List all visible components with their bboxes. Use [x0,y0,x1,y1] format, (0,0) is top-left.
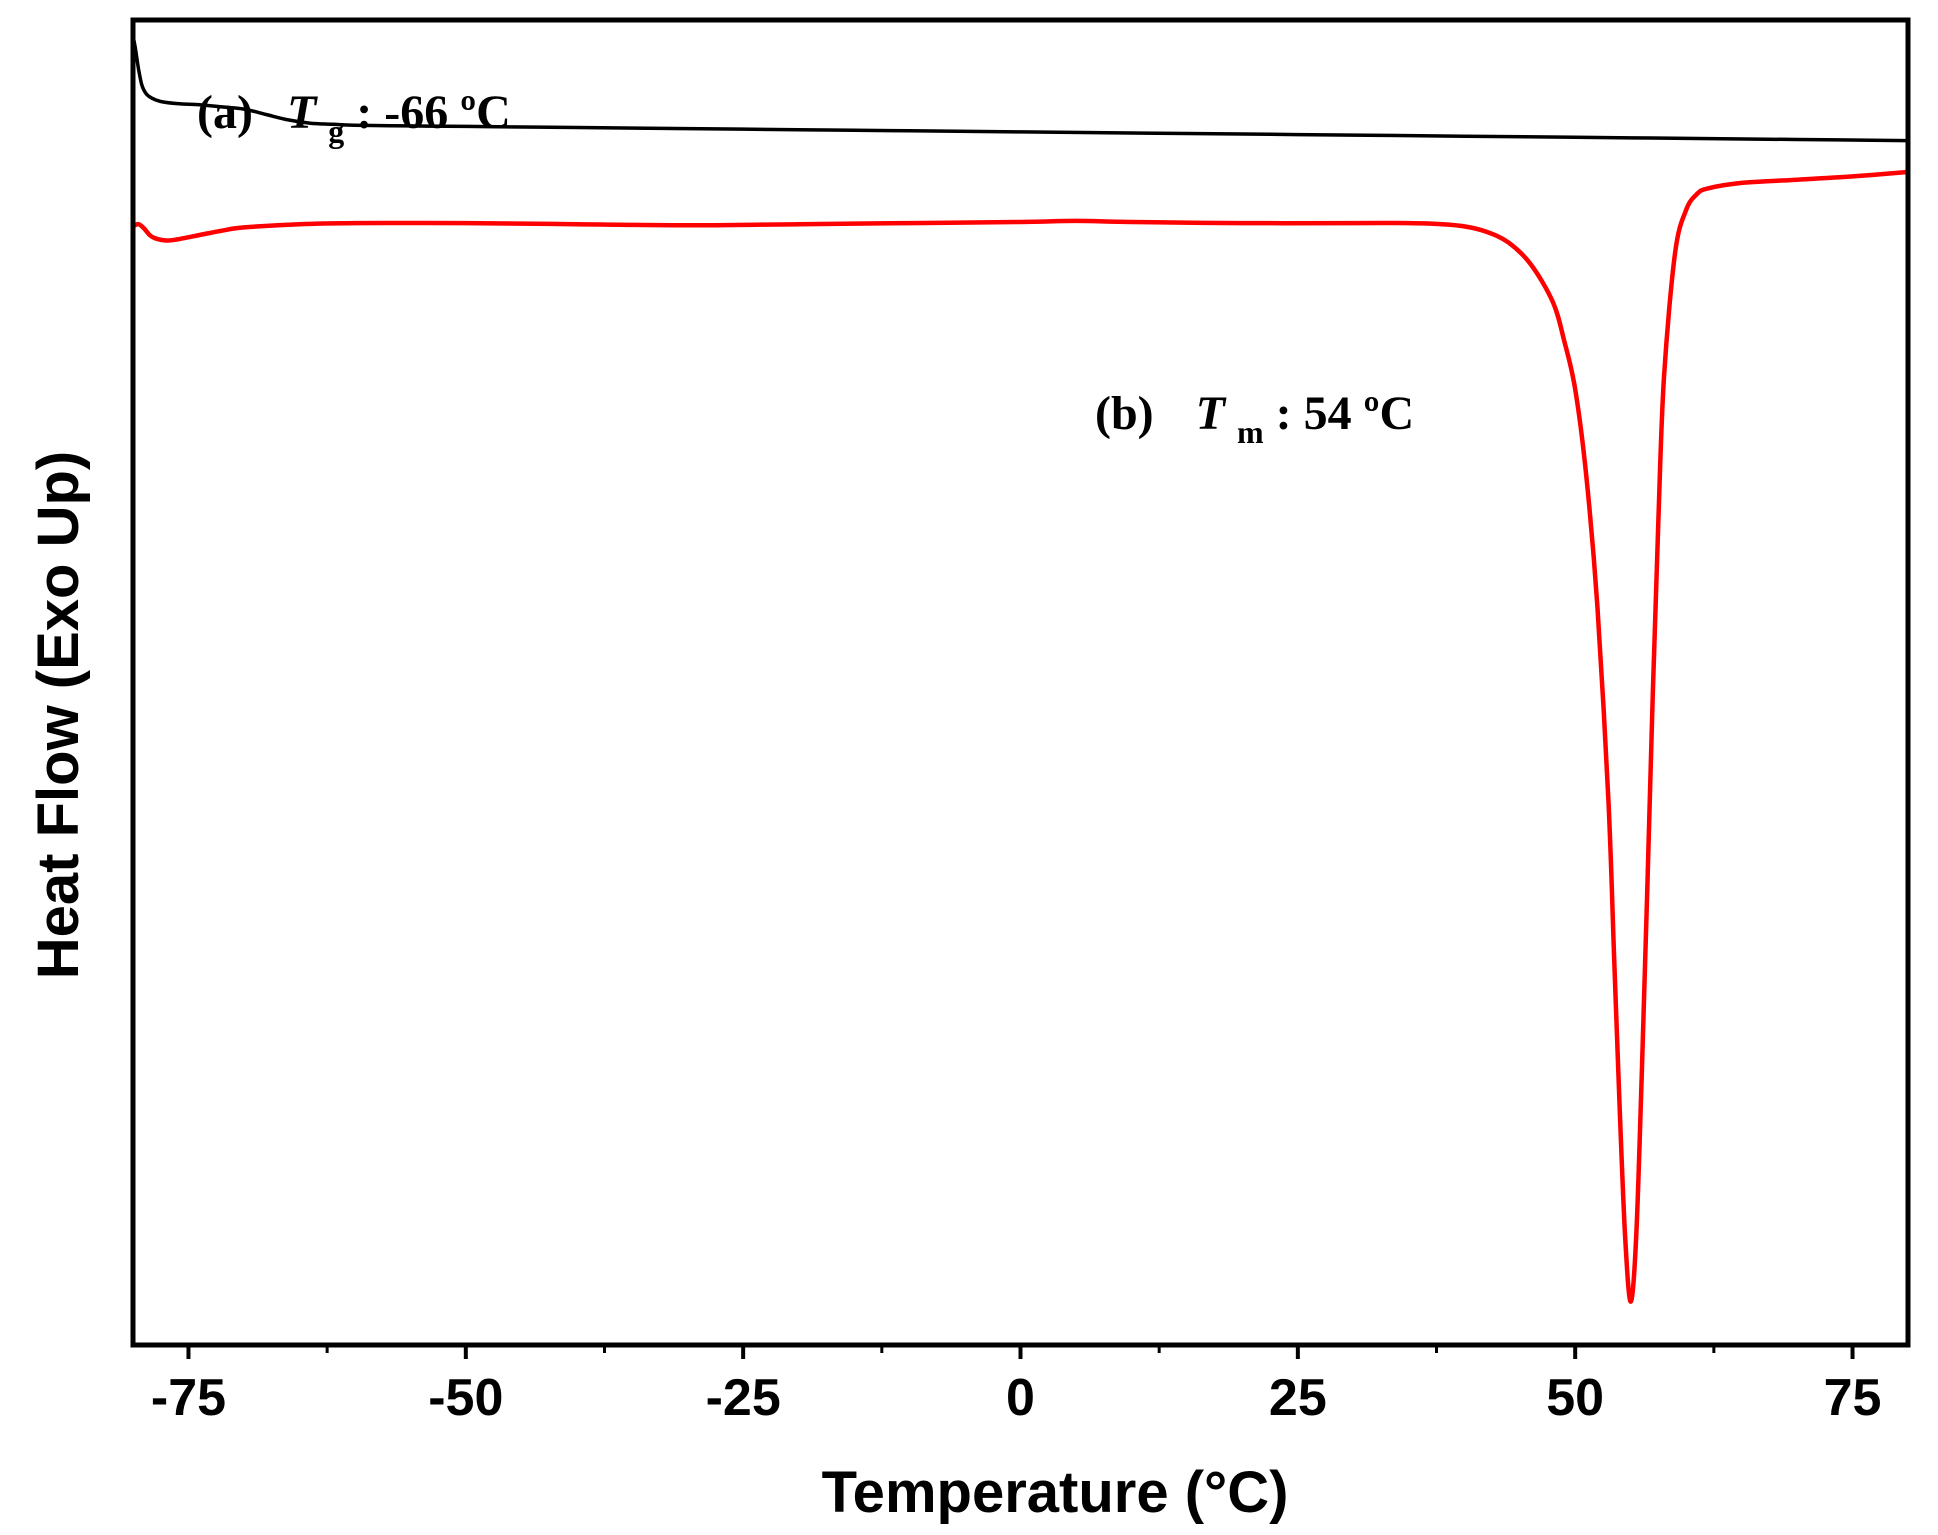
series-a-line [131,35,1909,143]
series-b-line [131,169,1909,1304]
x-tick-label: 50 [1546,1369,1604,1427]
x-tick-label: 25 [1269,1369,1327,1427]
annotation-b-subscript: m [1237,414,1264,450]
annotation-a-subscript: g [328,113,344,149]
x-tick-label: -25 [706,1369,781,1427]
annotation-tm: (b) T m : 54 ºC [1095,387,1414,454]
annotation-b-value: : 54 ºC [1276,387,1415,440]
x-tick-label: 0 [1006,1369,1035,1427]
annotation-tg: (a) T g : -66 ºC [197,86,511,153]
x-tick-label: -50 [428,1369,503,1427]
annotation-a-label: (a) [197,86,253,139]
annotation-b-label: (b) [1095,387,1154,440]
series-layer [131,35,1909,1304]
x-tick-label: -75 [151,1369,226,1427]
x-tick-label: 75 [1824,1369,1882,1427]
annotation-a-symbol: T [287,86,318,139]
x-ticks: -75 -50 -25 0 25 50 75 [151,1345,1882,1427]
y-axis-title: Heat Flow (Exo Up) [26,451,91,979]
annotation-a-value: : -66 ºC [356,86,510,139]
x-axis-title: Temperature (°C) [822,1460,1289,1525]
annotation-b-symbol: T [1196,387,1227,440]
